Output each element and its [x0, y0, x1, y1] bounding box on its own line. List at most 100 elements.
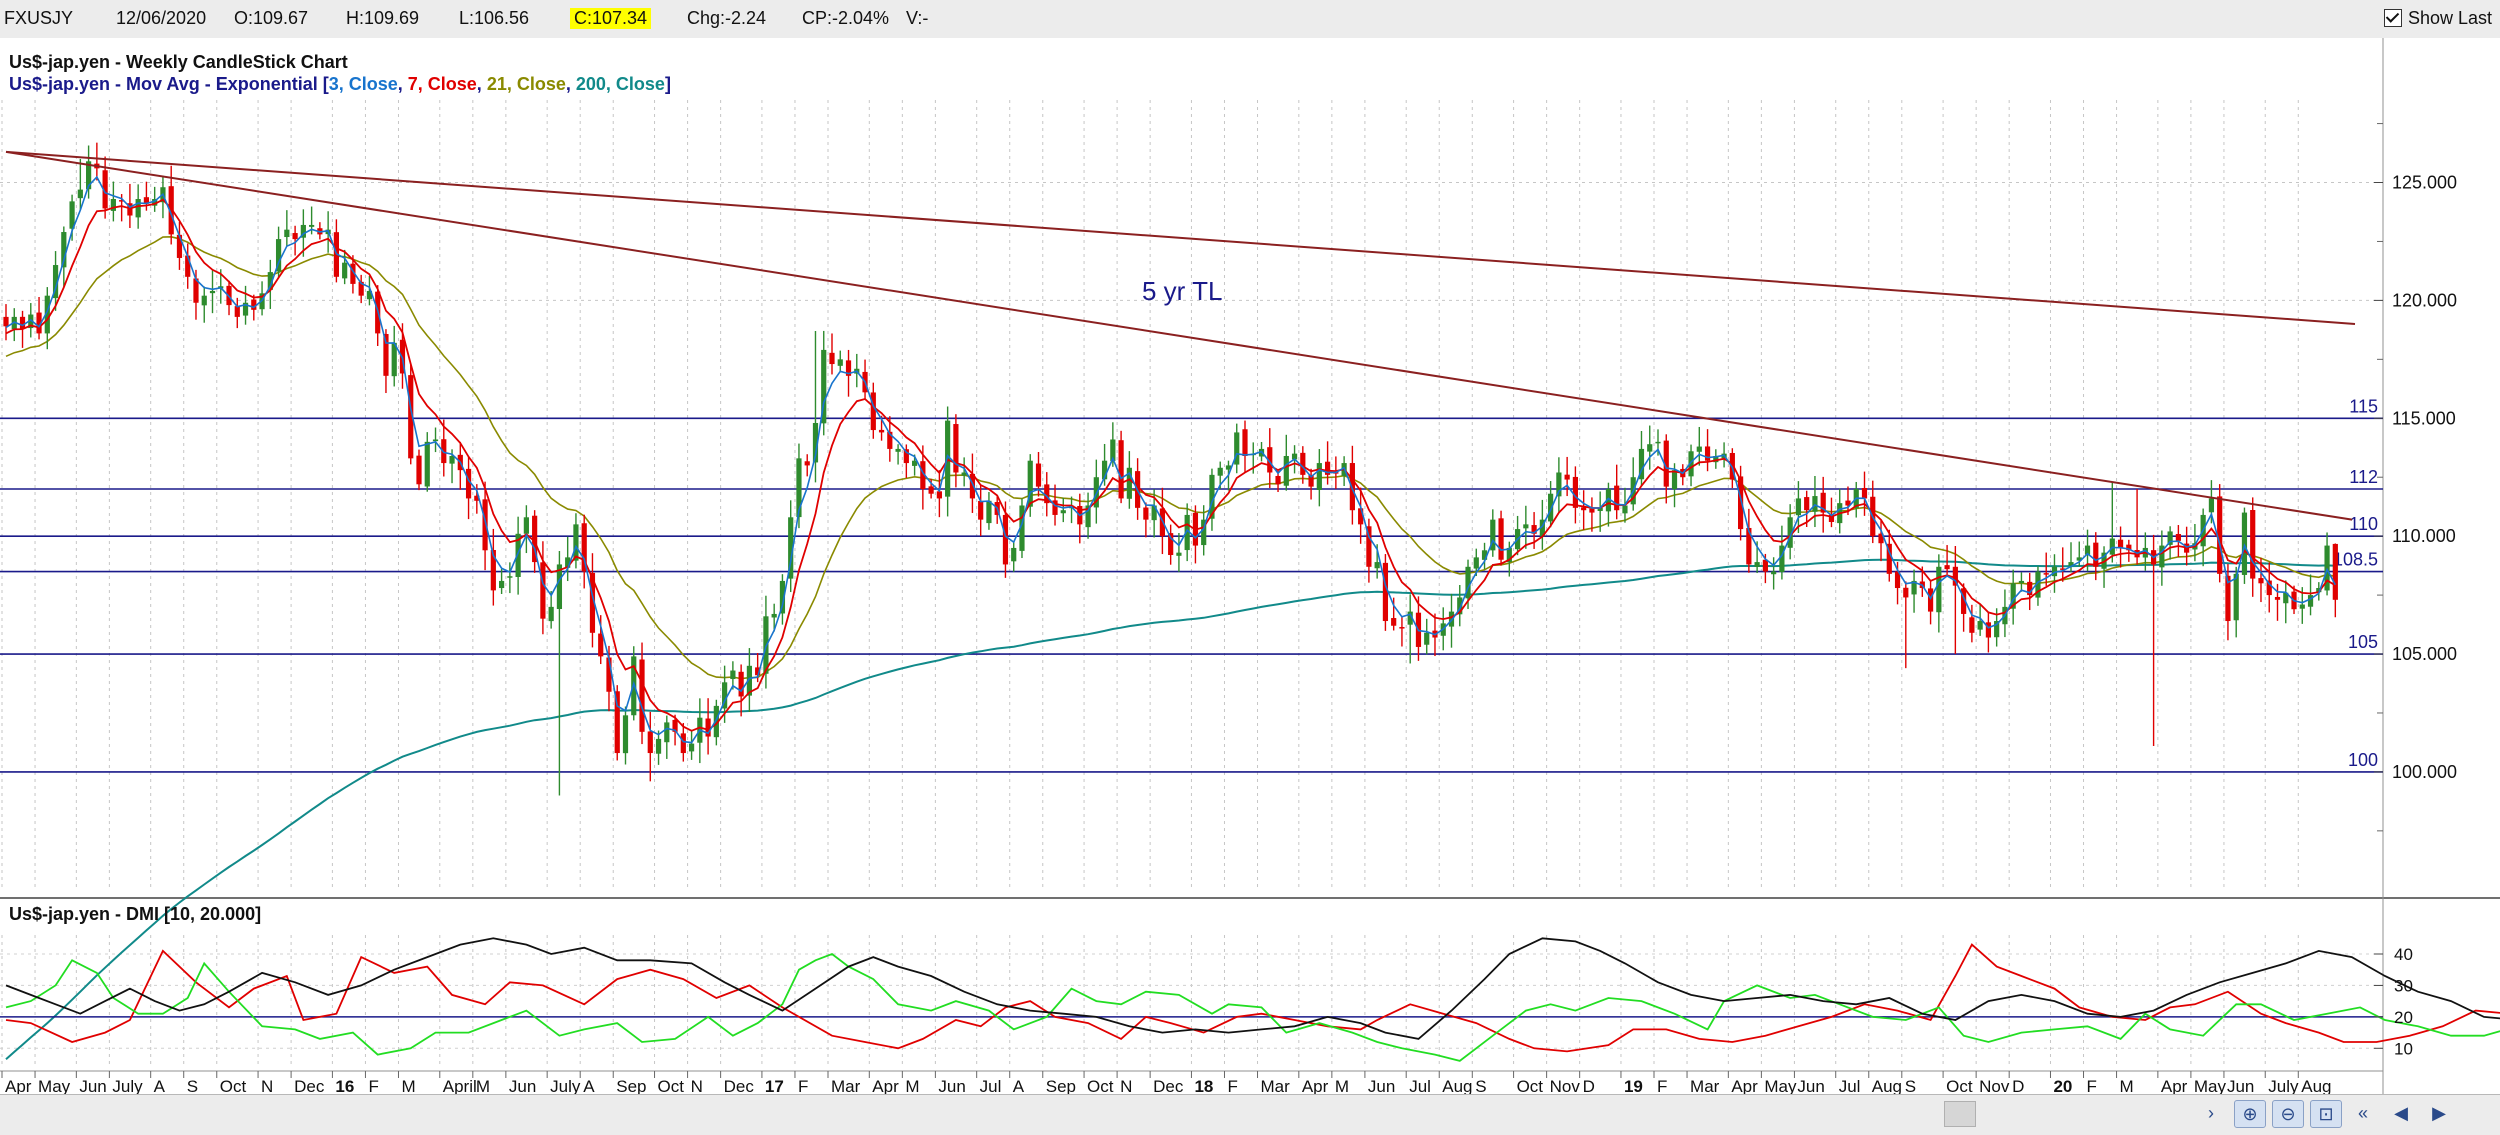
- subtitle-part: ,: [398, 74, 408, 94]
- candle-body: [251, 299, 257, 310]
- candle-body: [2109, 538, 2115, 555]
- time-label: 16: [335, 1077, 354, 1094]
- time-label: M: [1335, 1077, 1349, 1094]
- candle-body: [275, 239, 282, 272]
- scrollbar-strip[interactable]: [0, 1094, 2500, 1135]
- candle-body: [1878, 533, 1884, 544]
- candle-body: [1267, 447, 1273, 473]
- candle-body: [1143, 507, 1149, 520]
- scroll-right-icon[interactable]: ›: [2208, 1102, 2214, 1123]
- candle-body: [1911, 580, 1917, 595]
- ema-3-path: [5, 175, 2337, 744]
- candle-body: [614, 691, 620, 754]
- zoom-fit-icon[interactable]: ⊡: [2310, 1100, 2342, 1128]
- time-label: Nov: [1979, 1077, 2010, 1094]
- candle-body: [779, 580, 786, 614]
- candle-body: [1795, 498, 1802, 516]
- candle-body: [1011, 547, 1017, 562]
- price-tick-label: 105.000: [2392, 644, 2457, 664]
- candle-body: [1275, 475, 1281, 485]
- candle-body: [449, 455, 455, 464]
- time-label: Mar: [1690, 1077, 1720, 1094]
- chart-subtitle: Us$-jap.yen - Mov Avg - Exponential [3, …: [9, 74, 671, 94]
- candle-body: [1457, 597, 1463, 615]
- candle-body: [1696, 446, 1702, 452]
- candle-body: [2117, 539, 2124, 548]
- candle-body: [499, 580, 505, 589]
- candle-body: [242, 302, 249, 316]
- candle-body: [358, 281, 364, 296]
- candle-body: [1308, 475, 1314, 487]
- candle-body: [1225, 465, 1232, 470]
- step-forward-icon[interactable]: ▶: [2432, 1102, 2446, 1123]
- candle-body: [606, 657, 612, 692]
- show-last-checkbox[interactable]: Show Last: [2383, 6, 2492, 30]
- candle-body: [887, 431, 893, 449]
- candle-body: [309, 224, 315, 227]
- time-label: Jun: [79, 1077, 106, 1094]
- time-label: Aug: [1442, 1077, 1472, 1094]
- dmi-series-line: [5, 952, 2500, 1062]
- low-label: L:106.56: [459, 8, 530, 28]
- candle-body: [424, 441, 430, 487]
- candle-body: [878, 429, 885, 433]
- time-label: May: [1764, 1077, 1797, 1094]
- time-axis-labels: Apr May Jun July A S Oct N Dec 16 F M April M Jun July A…: [1, 1071, 2332, 1094]
- candle-body: [573, 524, 579, 561]
- candle-body: [1291, 453, 1298, 460]
- candle-body: [829, 352, 835, 365]
- time-label: April: [443, 1077, 477, 1094]
- candle-body: [1820, 492, 1826, 513]
- time-label: Apr: [872, 1077, 899, 1094]
- candle-body: [1961, 588, 1967, 614]
- candle-body: [201, 295, 207, 306]
- candle-body: [383, 334, 389, 376]
- candle-body: [1713, 455, 1719, 463]
- dmi-title: Us$-jap.yen - DMI [10, 20.000]: [9, 904, 261, 924]
- subtitle-part: Us$-jap.yen - Mov Avg - Exponential [: [9, 74, 329, 94]
- checkbox-icon[interactable]: [2383, 9, 2402, 27]
- candle-body: [185, 255, 191, 277]
- candle-body: [1101, 460, 1108, 480]
- candle-body: [1506, 547, 1512, 563]
- price-tick-label: 115.000: [2392, 408, 2456, 428]
- level-label: 108.5: [2333, 550, 2378, 570]
- candle-body: [821, 349, 827, 424]
- time-label: M: [476, 1077, 490, 1094]
- time-label: Oct: [220, 1077, 247, 1094]
- candle-body: [1126, 467, 1132, 499]
- time-label: M: [401, 1077, 415, 1094]
- time-label: Aug: [2301, 1077, 2331, 1094]
- time-label: Sep: [616, 1077, 646, 1094]
- candle-body: [1374, 562, 1380, 569]
- time-label: M: [905, 1077, 919, 1094]
- change-pct-label: CP:-2.04%: [802, 8, 890, 28]
- candle-body: [812, 422, 819, 463]
- dmi-series-line: [5, 943, 2500, 1053]
- time-label: N: [691, 1077, 703, 1094]
- step-back-icon[interactable]: ◀: [2394, 1102, 2408, 1123]
- scrollbar-thumb[interactable]: [1944, 1101, 1976, 1127]
- candle-body: [1762, 559, 1768, 572]
- time-label: F: [1227, 1077, 1237, 1094]
- candle-body: [1704, 446, 1711, 461]
- candle-body: [1903, 587, 1909, 598]
- time-label: A: [583, 1077, 595, 1094]
- zoom-out-icon[interactable]: ⊖: [2272, 1100, 2304, 1128]
- candle-body: [3, 316, 9, 327]
- scroll-back-icon[interactable]: «: [2357, 1102, 2368, 1123]
- chart-title: Us$-jap.yen - Weekly CandleStick Chart: [9, 52, 348, 72]
- candle-body: [730, 670, 736, 680]
- candle-body: [2159, 545, 2165, 568]
- candle-body: [1738, 476, 1744, 530]
- candle-body: [1424, 632, 1430, 645]
- show-last-label: Show Last: [2407, 7, 2492, 28]
- candle-body: [2018, 580, 2025, 583]
- candle-body: [1473, 557, 1479, 569]
- candle-body: [1035, 463, 1042, 487]
- time-label: 18: [1194, 1077, 1213, 1094]
- candle-body: [1638, 448, 1645, 480]
- candle-body: [1572, 476, 1578, 508]
- candle-body: [1886, 543, 1892, 574]
- zoom-in-icon[interactable]: ⊕: [2234, 1100, 2266, 1128]
